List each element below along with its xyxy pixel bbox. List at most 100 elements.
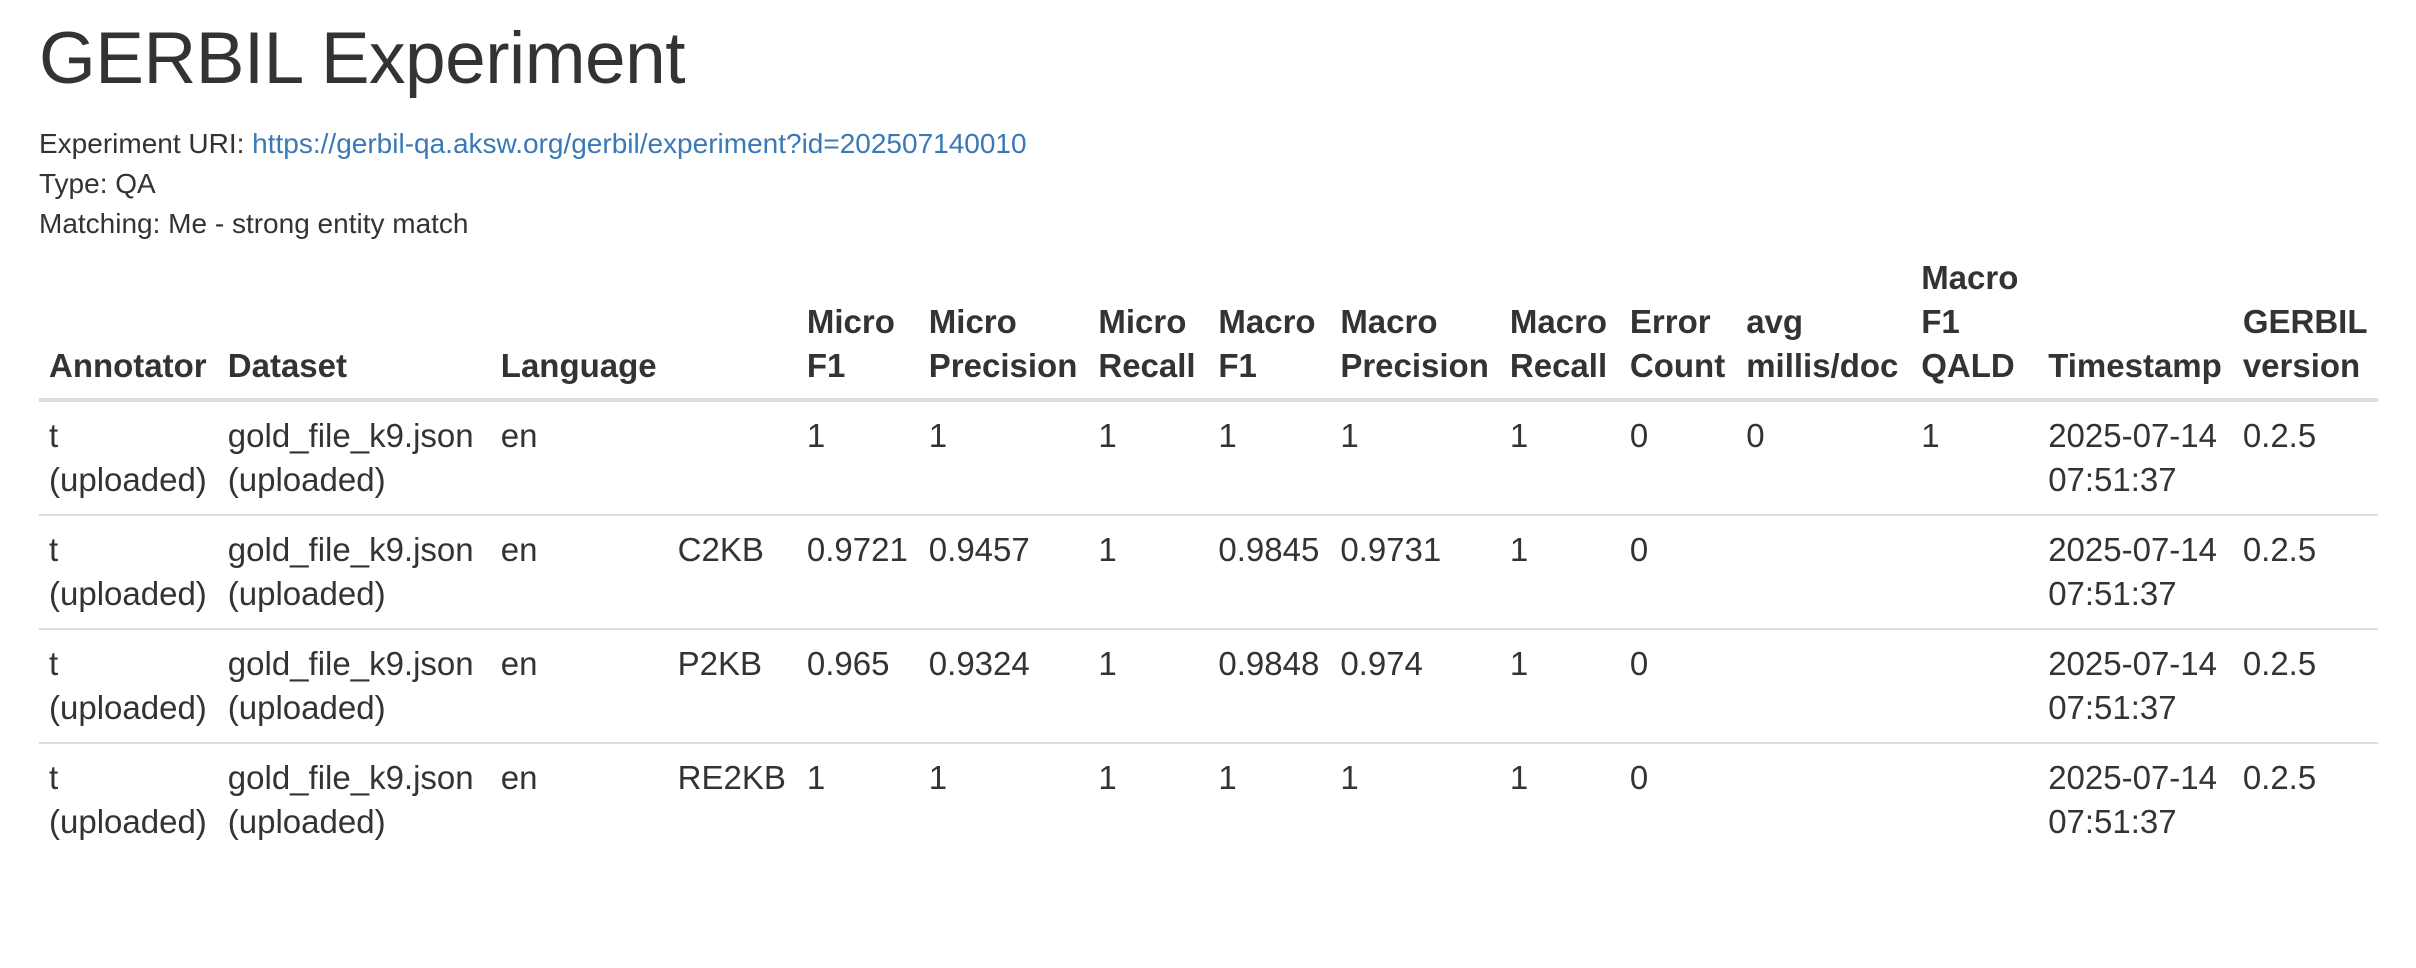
- header-macro-precision-line-1: Macro: [1340, 303, 1438, 340]
- header-error-count-line-2: Count: [1629, 347, 1726, 384]
- cell-timestamp-line: 07:51:37: [2048, 803, 2177, 840]
- cell-macro-precision-line: 1: [1340, 759, 1359, 796]
- cell-gerbil-version-line: 0.2.5: [2242, 417, 2317, 454]
- cell-dataset: gold_file_k9.json (uploaded): [217, 742, 491, 856]
- cell-experiment-type: [668, 400, 797, 515]
- cell-avg-millis-doc: [1736, 628, 1912, 743]
- experiment-uri-label: Experiment URI:: [39, 128, 253, 159]
- results-header-row: Annotator Dataset Language Micro F1 Micro…: [39, 256, 2379, 402]
- cell-timestamp-line: 07:51:37: [2048, 461, 2177, 498]
- cell-annotator-line: (uploaded): [49, 803, 207, 840]
- cell-micro-precision-line: 1: [928, 759, 948, 796]
- cell-language-line: en: [500, 759, 538, 796]
- header-timestamp-line: Timestamp: [2048, 347, 2222, 384]
- table-row: t (uploaded) gold_file_k9.json (uploaded) en…: [39, 742, 2379, 856]
- cell-error-count-line: 0: [1629, 645, 1649, 682]
- cell-timestamp: 2025-07-14 07:51:37: [2038, 628, 2233, 743]
- cell-micro-recall: 1: [1088, 514, 1209, 629]
- cell-macro-recall: 1: [1499, 514, 1620, 629]
- cell-macro-precision: 0.974: [1330, 628, 1500, 743]
- cell-gerbil-version: 0.2.5: [2232, 514, 2379, 629]
- cell-error-count: 0: [1619, 742, 1737, 856]
- cell-micro-f1-line: 1: [806, 759, 826, 796]
- cell-language: en: [490, 742, 668, 856]
- cell-micro-recall: 1: [1088, 628, 1209, 743]
- header-experiment-type: [667, 256, 797, 402]
- cell-dataset-line: gold_file_k9.json: [227, 531, 474, 568]
- experiment-matching-value: Me - strong entity match: [168, 208, 469, 239]
- cell-dataset-line: (uploaded): [227, 803, 386, 840]
- cell-language: en: [491, 400, 668, 515]
- experiment-matching-label: Matching:: [39, 208, 169, 239]
- cell-macro-precision-line: 0.974: [1340, 645, 1423, 682]
- cell-language-line: en: [500, 645, 538, 682]
- cell-macro-recall: 1: [1499, 742, 1620, 856]
- cell-timestamp-line: 2025-07-14: [2048, 531, 2217, 568]
- header-macro-f1-line-1: Macro: [1218, 303, 1316, 340]
- cell-micro-precision: 1: [918, 742, 1089, 856]
- header-micro-recall-line-2: Recall: [1098, 347, 1196, 384]
- experiment-type-line: Type: QA: [39, 164, 2379, 204]
- header-macro-recall-line-1: Macro: [1509, 303, 1608, 340]
- cell-timestamp: 2025-07-14 07:51:37: [2038, 514, 2233, 629]
- header-avg-millis-doc-line-1: avg: [1746, 303, 1804, 340]
- cell-gerbil-version-line: 0.2.5: [2242, 531, 2317, 568]
- cell-avg-millis-doc: 0: [1736, 400, 1911, 515]
- cell-macro-recall: 1: [1499, 628, 1620, 743]
- cell-micro-f1: 1: [797, 400, 919, 515]
- cell-macro-f1-line: 1: [1218, 759, 1237, 796]
- cell-macro-recall: 1: [1500, 400, 1620, 515]
- experiment-uri-line: Experiment URI: https://gerbil-qa.aksw.o…: [39, 124, 2379, 164]
- cell-experiment-type: C2KB: [667, 514, 797, 629]
- cell-micro-precision: 0.9324: [918, 628, 1089, 743]
- cell-micro-f1: 1: [796, 742, 919, 856]
- cell-avg-millis-doc-line: 0: [1746, 417, 1765, 454]
- cell-dataset: gold_file_k9.json (uploaded): [217, 514, 491, 629]
- header-micro-recall-line-1: Micro: [1098, 303, 1187, 340]
- cell-dataset-line: gold_file_k9.json: [227, 645, 474, 682]
- cell-timestamp: 2025-07-14 07:51:37: [2038, 400, 2233, 515]
- cell-experiment-type-line: P2KB: [677, 645, 763, 682]
- header-macro-f1-qald-line-1: Macro: [1921, 259, 2019, 296]
- experiment-type-label: Type:: [39, 168, 116, 199]
- cell-macro-precision: 0.9731: [1330, 514, 1500, 629]
- header-error-count: Error Count: [1619, 256, 1737, 402]
- cell-macro-precision: 1: [1330, 400, 1500, 515]
- cell-micro-f1-line: 0.9721: [806, 531, 908, 568]
- cell-annotator-line: (uploaded): [49, 461, 207, 498]
- header-micro-precision-line-1: Micro: [928, 303, 1017, 340]
- table-row: t (uploaded) gold_file_k9.json (uploaded) en…: [39, 514, 2379, 629]
- cell-macro-recall-line: 1: [1509, 759, 1529, 796]
- header-annotator: Annotator: [39, 256, 218, 402]
- cell-dataset-line: gold_file_k9.json: [227, 759, 474, 796]
- header-gerbil-version: GERBIL version: [2232, 256, 2379, 402]
- cell-micro-recall: 1: [1088, 742, 1209, 856]
- cell-micro-precision: 0.9457: [918, 514, 1089, 629]
- cell-language: en: [490, 628, 668, 743]
- header-micro-precision-line-2: Precision: [928, 347, 1078, 384]
- header-macro-f1-qald-line-2: F1: [1921, 303, 1960, 340]
- header-error-count-line-1: Error: [1629, 303, 1711, 340]
- cell-micro-precision-line: 0.9324: [928, 645, 1030, 682]
- cell-gerbil-version-line: 0.2.5: [2242, 759, 2317, 796]
- cell-avg-millis-doc: [1736, 742, 1912, 856]
- cell-macro-precision-line: 0.9731: [1340, 531, 1442, 568]
- cell-macro-f1-qald: 1: [1911, 400, 2038, 515]
- header-timestamp: Timestamp: [2038, 256, 2233, 402]
- cell-annotator: t (uploaded): [39, 400, 218, 515]
- experiment-uri-link[interactable]: https://gerbil-qa.aksw.org/gerbil/experi…: [252, 128, 1027, 159]
- cell-macro-f1-qald: [1911, 514, 2039, 629]
- header-dataset: Dataset: [217, 256, 491, 402]
- cell-annotator: t (uploaded): [39, 628, 218, 743]
- cell-avg-millis-doc: [1736, 514, 1912, 629]
- header-macro-f1-line-2: F1: [1218, 347, 1257, 384]
- cell-micro-precision-line: 1: [928, 417, 948, 454]
- cell-macro-precision-line: 1: [1340, 417, 1359, 454]
- cell-micro-recall-line: 1: [1098, 759, 1117, 796]
- cell-micro-recall-line: 1: [1098, 417, 1117, 454]
- cell-micro-recall-line: 1: [1098, 645, 1117, 682]
- cell-annotator: t (uploaded): [39, 514, 218, 629]
- cell-timestamp-line: 2025-07-14: [2048, 759, 2217, 796]
- cell-dataset-line: (uploaded): [227, 575, 386, 612]
- cell-language: en: [490, 514, 668, 629]
